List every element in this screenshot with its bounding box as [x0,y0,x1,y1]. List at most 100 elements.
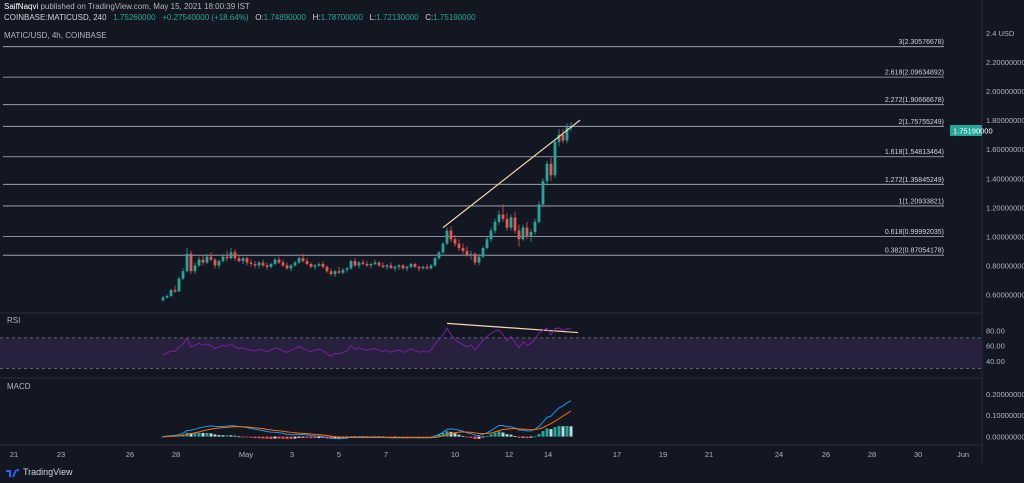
author-name[interactable]: SaifNaqvi [4,2,39,11]
candle-body [445,230,449,244]
candle-body [289,265,293,269]
time-axis-label: 24 [775,450,783,459]
candle-body [325,266,329,272]
candle-body [541,181,545,205]
candle-body [181,271,185,279]
price-trendline[interactable] [442,119,581,229]
time-axis-label: 19 [659,450,667,459]
macd-histogram-bar [533,436,537,438]
macd-histogram-bar [557,425,561,437]
fib-extension-levels[interactable]: 3(2.30576678) 2.618(2.09634892) 2.272(1.90… [3,39,944,256]
candle-body [189,253,193,272]
candle-body [321,263,325,267]
candle-body [241,258,245,262]
candle-body [281,262,285,266]
candle-body [193,265,197,272]
macd-histogram-bar [553,427,557,437]
brand-name: TradingView [23,467,73,477]
tradingview-logo[interactable]: TradingView [6,467,73,477]
candle-body [437,252,441,259]
rsi-trendline[interactable] [446,322,579,334]
macd-histogram-bar [301,436,305,438]
macd-histogram-bar [201,432,205,437]
macd-histogram-bar [445,431,449,437]
price-axis-label: 1.00000000 [986,232,1024,241]
time-axis-label: 12 [505,450,513,459]
macd-histogram-bar [305,436,309,438]
macd-histogram-bar [517,436,521,438]
macd-histogram-bar [253,436,257,439]
candle-body [481,247,485,257]
time-axis-label: 26 [126,450,134,459]
macd-histogram-bar [441,432,445,437]
current-price-tag: 1.75190000 [950,125,993,136]
macd-histogram-bar [485,435,489,437]
macd-histogram-bar [209,433,213,437]
time-axis-label: 26 [822,450,830,459]
macd-histogram-bar [565,425,569,437]
fib-level-label: 2(1.75755249) [898,119,944,126]
time-axis-label: 23 [57,450,65,459]
pane-title: MATIC/USD, 4h, COINBASE [4,31,107,40]
candle-body [301,258,305,262]
candle-body [405,266,409,269]
macd-histogram-bar [273,436,277,439]
candle-body [185,253,189,272]
macd-histogram-bar [213,434,217,437]
fib-level-label: 2.272(1.90666678) [885,97,944,104]
candle-body [549,163,553,176]
candle-body [237,258,241,262]
trendlines[interactable] [442,119,581,334]
candle-body [305,261,309,264]
open-label: O: [255,13,264,22]
macd-axis-label: 0.10000000 [986,411,1024,420]
macd-histogram-bar [489,434,493,437]
publisher-line: SaifNaqvi published on TradingView.com, … [4,2,250,11]
low-label: L: [369,13,377,22]
time-axis-label: May [239,450,253,459]
close-label: C: [425,13,434,22]
macd-axis-label: 0.00000000 [986,433,1024,442]
time-axis-label: 28 [172,450,180,459]
candle-body [493,221,497,231]
candle-body [409,263,413,267]
time-axis-label: 5 [337,450,341,459]
current-price-label: 1.75190000 [953,127,993,136]
candle-body [401,265,405,269]
macd-histogram-bar [261,436,265,439]
macd-histogram-bar [509,434,513,437]
candle-body [285,265,289,269]
macd-histogram-bar [293,436,297,439]
time-axis[interactable]: 21 23 26 28 May 3 5 7 10 12 14 17 19 21 24 26 28 30 Jun [10,450,969,459]
candle-body [397,265,401,267]
candle-body [169,290,173,296]
candle-body [477,256,481,263]
candle-body [217,261,221,266]
candle-body [521,227,525,240]
macd-histogram-bar [233,435,237,437]
price-axis-label: 1.80000000 [986,116,1024,125]
candle-body [249,262,253,264]
time-axis-label: 21 [10,450,18,459]
candle-body [461,247,465,251]
macd-histogram-bar [229,435,233,437]
rsi-band-fill [0,337,982,369]
fib-level-label: 3(2.30576678) [898,39,944,46]
price-axis-label: 2.00000000 [986,87,1024,96]
price-axis[interactable]: 2.4 USD 2.20000000 2.00000000 1.80000000 1.6… [986,29,1024,442]
rsi-title: RSI [7,316,20,325]
candle-body [421,266,425,269]
close-value: 1.75190000 [433,13,476,22]
macd-histogram-bar [245,436,249,438]
macd-histogram-bar [449,431,453,437]
candle-body [537,204,541,222]
macd-histogram-bar [505,434,509,437]
price-axis-label: 1.20000000 [986,203,1024,212]
candle-body [201,259,205,263]
candle-body [333,271,337,275]
candle-body [429,265,433,269]
macd-histogram-bar [393,436,397,438]
candle-body [361,262,365,264]
macd-histogram-bar [413,436,417,438]
